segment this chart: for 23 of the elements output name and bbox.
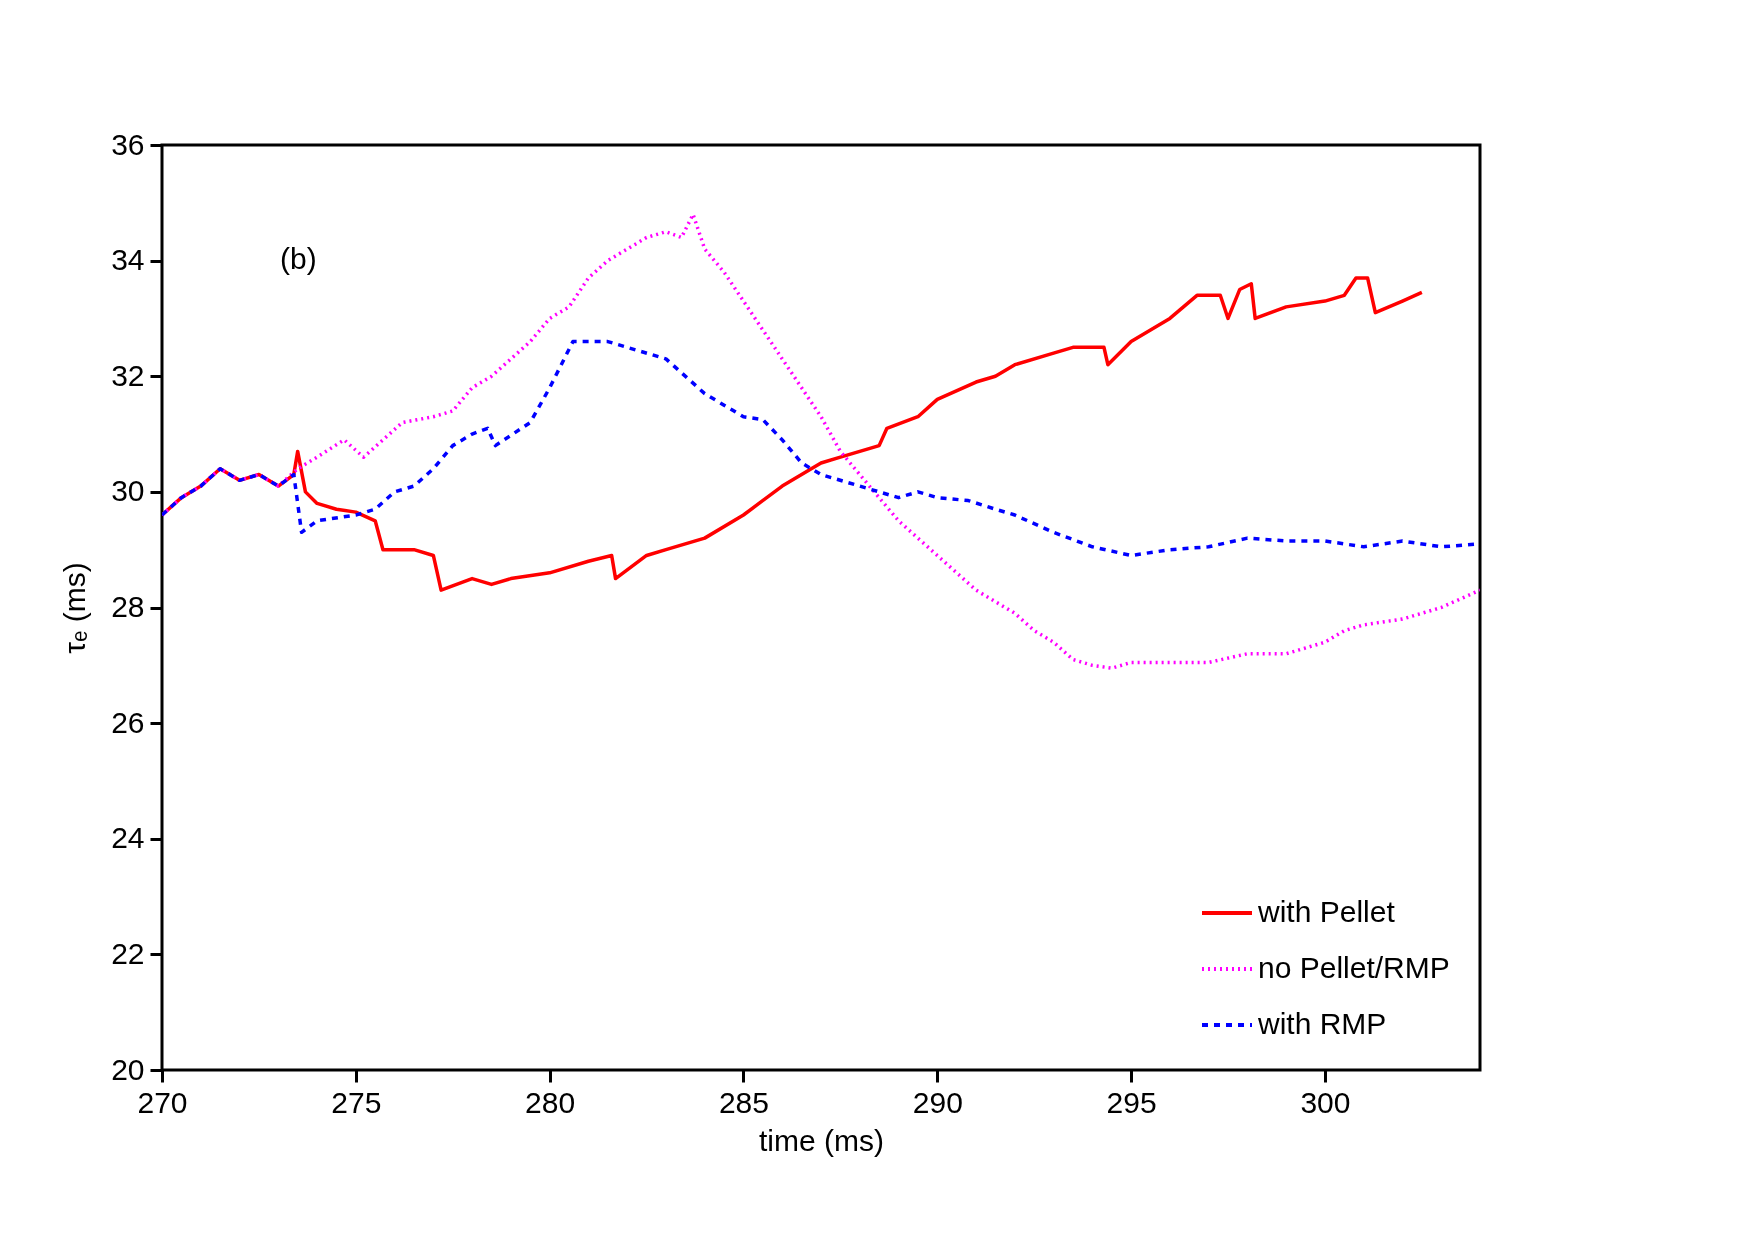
y-tick-label: 26 [111, 705, 145, 739]
y-tick-label: 28 [111, 590, 145, 623]
x-tick-label: 300 [1300, 1085, 1351, 1119]
y-tick-label: 22 [111, 936, 145, 970]
x-tick-label: 275 [331, 1085, 382, 1119]
legend-label: with Pellet [1257, 895, 1396, 928]
y-tick-label: 34 [111, 243, 145, 277]
y-axis-title: τₑ (ms) [58, 562, 92, 654]
y-tick-label: 24 [111, 821, 145, 855]
x-tick-label: 290 [912, 1085, 963, 1119]
x-tick-label: 285 [718, 1085, 769, 1119]
legend-label: with RMP [1257, 1007, 1387, 1040]
y-tick-label: 36 [111, 127, 145, 161]
y-tick-label: 30 [111, 474, 145, 508]
x-tick-label: 270 [137, 1085, 188, 1119]
x-tick-label: 295 [1106, 1085, 1157, 1119]
y-tick-label: 32 [111, 358, 145, 392]
legend-label: no Pellet/RMP [1258, 951, 1450, 984]
x-tick-label: 280 [525, 1085, 576, 1119]
line-series [162, 212, 1480, 670]
y-tick-label: 20 [111, 1052, 145, 1086]
x-axis-title: time (ms) [759, 1123, 884, 1157]
annotation: (b) [280, 242, 317, 275]
